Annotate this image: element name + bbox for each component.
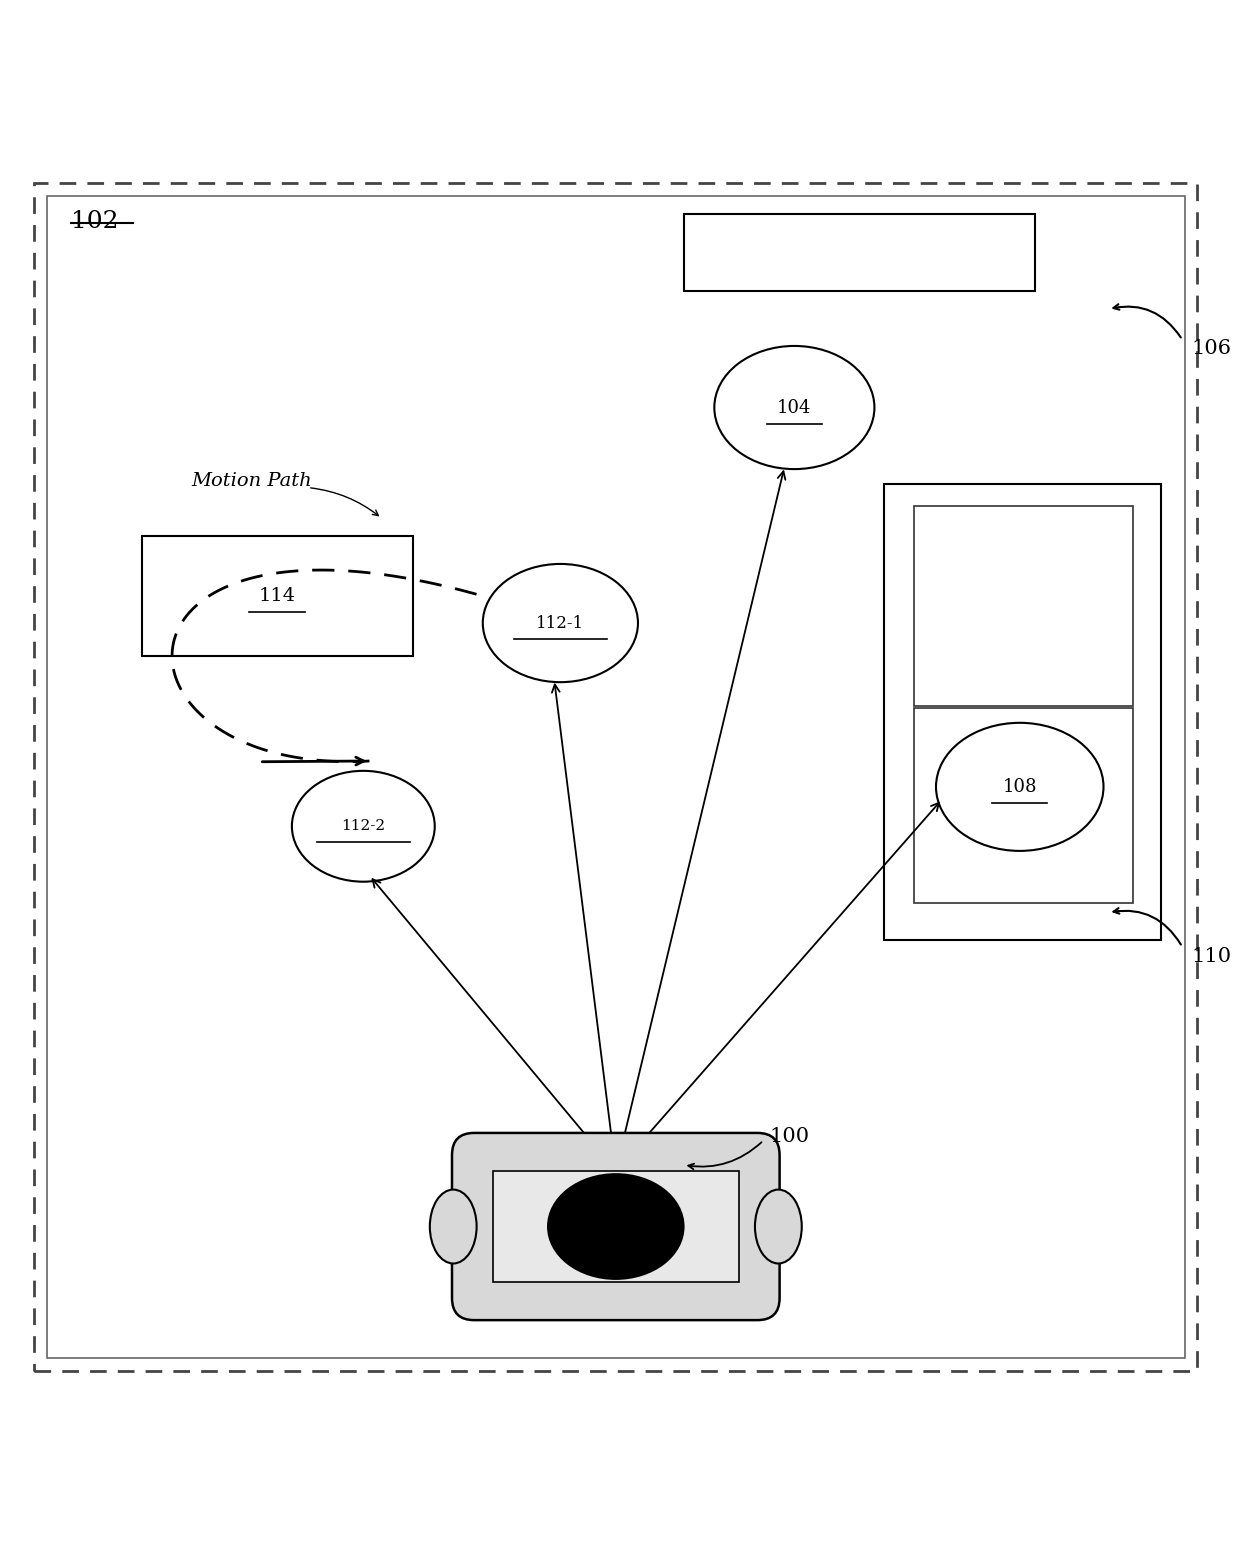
Text: 106: 106 bbox=[1190, 339, 1231, 357]
FancyBboxPatch shape bbox=[453, 1133, 780, 1321]
Text: 112-1: 112-1 bbox=[537, 614, 584, 631]
Text: 114: 114 bbox=[259, 587, 295, 605]
FancyBboxPatch shape bbox=[914, 709, 1133, 903]
Ellipse shape bbox=[482, 564, 637, 682]
Ellipse shape bbox=[291, 771, 435, 881]
Ellipse shape bbox=[548, 1175, 683, 1279]
FancyBboxPatch shape bbox=[683, 214, 1034, 291]
Text: 112-2: 112-2 bbox=[341, 819, 386, 833]
Text: 110: 110 bbox=[1190, 948, 1231, 967]
FancyBboxPatch shape bbox=[35, 183, 1197, 1371]
FancyBboxPatch shape bbox=[884, 483, 1162, 940]
Text: 100: 100 bbox=[770, 1127, 810, 1147]
Ellipse shape bbox=[714, 347, 874, 469]
Text: 104: 104 bbox=[777, 398, 811, 416]
FancyBboxPatch shape bbox=[141, 536, 413, 656]
Ellipse shape bbox=[936, 723, 1104, 852]
Ellipse shape bbox=[755, 1189, 802, 1263]
Ellipse shape bbox=[430, 1189, 476, 1263]
Text: 108: 108 bbox=[1002, 779, 1037, 796]
Text: 102: 102 bbox=[72, 210, 119, 233]
FancyBboxPatch shape bbox=[914, 507, 1133, 706]
Text: Motion Path: Motion Path bbox=[191, 472, 311, 491]
FancyBboxPatch shape bbox=[492, 1172, 739, 1282]
